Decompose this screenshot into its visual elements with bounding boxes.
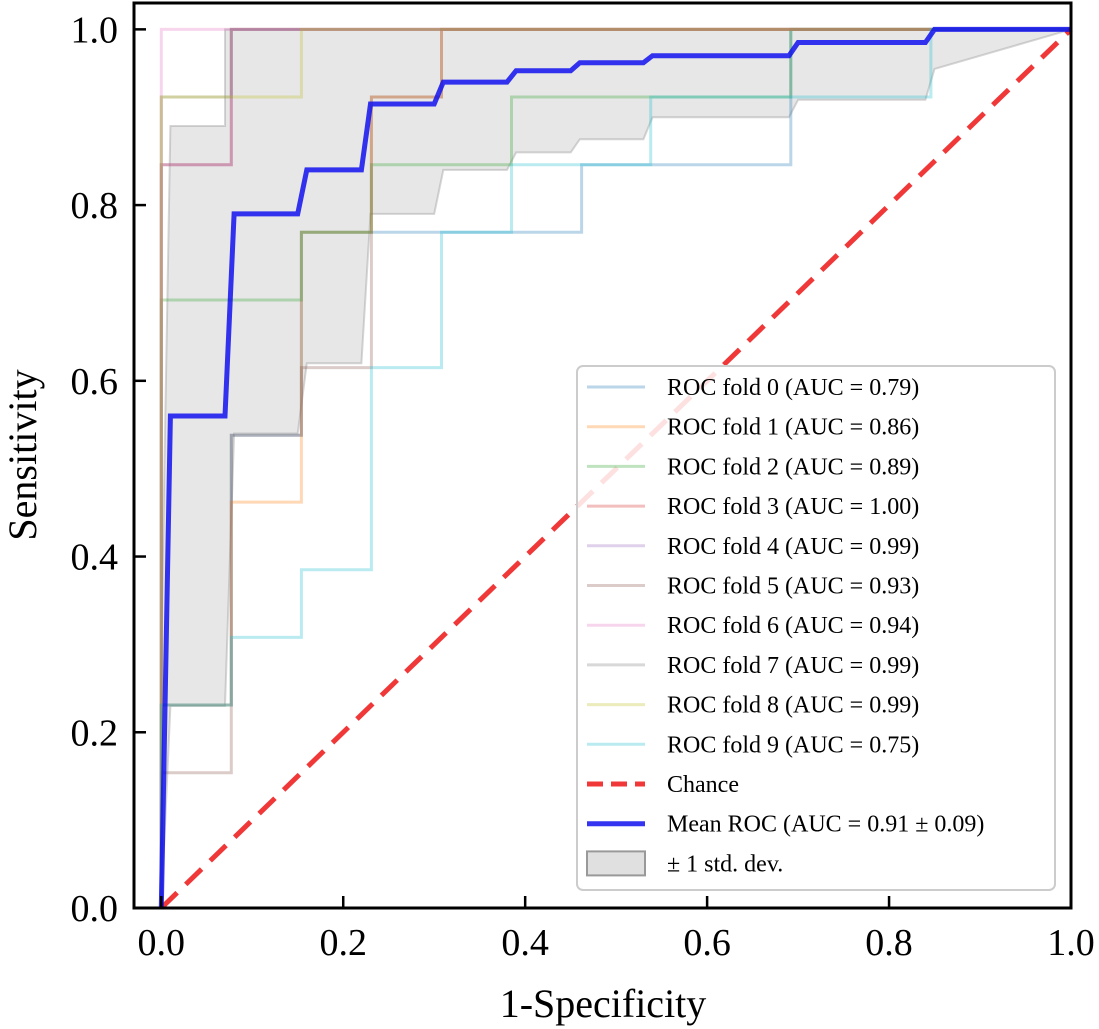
x-tick-label: 0.0: [138, 922, 186, 964]
ticks-layer: 0.0 0.2 0.4 0.6 0.8 1.0 0.0 0.2 0.4 0.6 0.8 1.0: [71, 9, 1095, 964]
y-tick-label: 0.0: [71, 888, 119, 930]
series-line-0: [159, 27, 1071, 908]
legend-label: ROC fold 2 (AUC = 0.89): [667, 454, 919, 480]
series-line-7: [159, 27, 1071, 908]
legend-label: ROC fold 4 (AUC = 0.99): [667, 534, 919, 560]
legend-label: ROC fold 5 (AUC = 0.93): [667, 574, 919, 600]
series-line-6: [159, 27, 1071, 908]
x-tick-label: 1.0: [1047, 922, 1095, 964]
series-line-1: [159, 27, 1071, 908]
legend-label: ROC fold 9 (AUC = 0.75): [667, 732, 919, 758]
legend-swatch: [586, 850, 646, 877]
legend: ROC fold 0 (AUC = 0.79) ROC fold 1 (AUC =…: [576, 365, 1056, 891]
y-axis-label: Sensitivity: [0, 369, 45, 540]
plot-frame: [132, 1, 1073, 910]
legend-label: ROC fold 0 (AUC = 0.79): [667, 375, 919, 401]
series-line-11: [158, 26, 1071, 909]
legend-items: ROC fold 0 (AUC = 0.79) ROC fold 1 (AUC =…: [586, 375, 984, 877]
x-axis-label: 1-Specificity: [500, 981, 707, 1026]
y-tick-label: 0.4: [71, 537, 119, 579]
legend-box: [576, 365, 1056, 891]
y-tick-label: 0.2: [71, 712, 119, 754]
series-line-5: [159, 27, 1071, 908]
legend-label: ± 1 std. dev.: [667, 851, 783, 877]
x-tick-label: 0.2: [319, 922, 367, 964]
legend-label: Mean ROC (AUC = 0.91 ± 0.09): [667, 812, 984, 838]
y-tick-label: 0.8: [71, 185, 119, 227]
legend-label: ROC fold 7 (AUC = 0.99): [667, 653, 919, 679]
legend-label: Chance: [667, 772, 739, 798]
series-line-9: [159, 27, 1071, 908]
legend-label: ROC fold 1 (AUC = 0.86): [667, 415, 919, 441]
series-line-4: [159, 27, 1071, 908]
x-tick-label: 0.4: [501, 922, 549, 964]
series-line-3: [159, 27, 1071, 908]
legend-label: ROC fold 8 (AUC = 0.99): [667, 693, 919, 719]
series-line-2: [159, 27, 1071, 908]
y-tick-label: 1.0: [71, 9, 119, 51]
x-tick-label: 0.6: [683, 922, 731, 964]
legend-label: ROC fold 6 (AUC = 0.94): [667, 613, 919, 639]
series-line-8: [159, 27, 1071, 908]
x-tick-label: 0.8: [865, 922, 913, 964]
y-tick-label: 0.6: [71, 361, 119, 403]
legend-label: ROC fold 3 (AUC = 1.00): [667, 494, 919, 520]
